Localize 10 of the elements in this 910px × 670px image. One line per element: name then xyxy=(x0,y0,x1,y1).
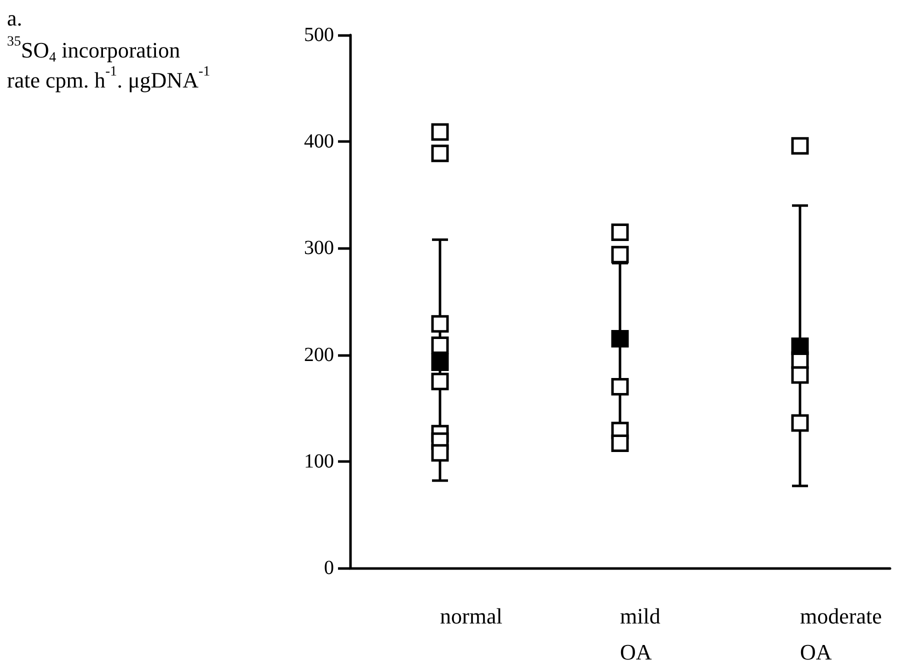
y-tick-label: 500 xyxy=(304,24,334,46)
y-tick-label: 0 xyxy=(324,557,334,579)
y-tick-label: 300 xyxy=(304,237,334,260)
y-tick-label: 100 xyxy=(304,450,334,472)
y-tick-label: 200 xyxy=(304,344,334,366)
text: a. xyxy=(7,6,22,30)
x-tick-label: moderate OA xyxy=(800,604,882,664)
x-tick-label: mild OA xyxy=(620,604,660,664)
y-tick-label: 400 xyxy=(304,130,334,153)
x-tick-label: normal xyxy=(440,604,502,628)
